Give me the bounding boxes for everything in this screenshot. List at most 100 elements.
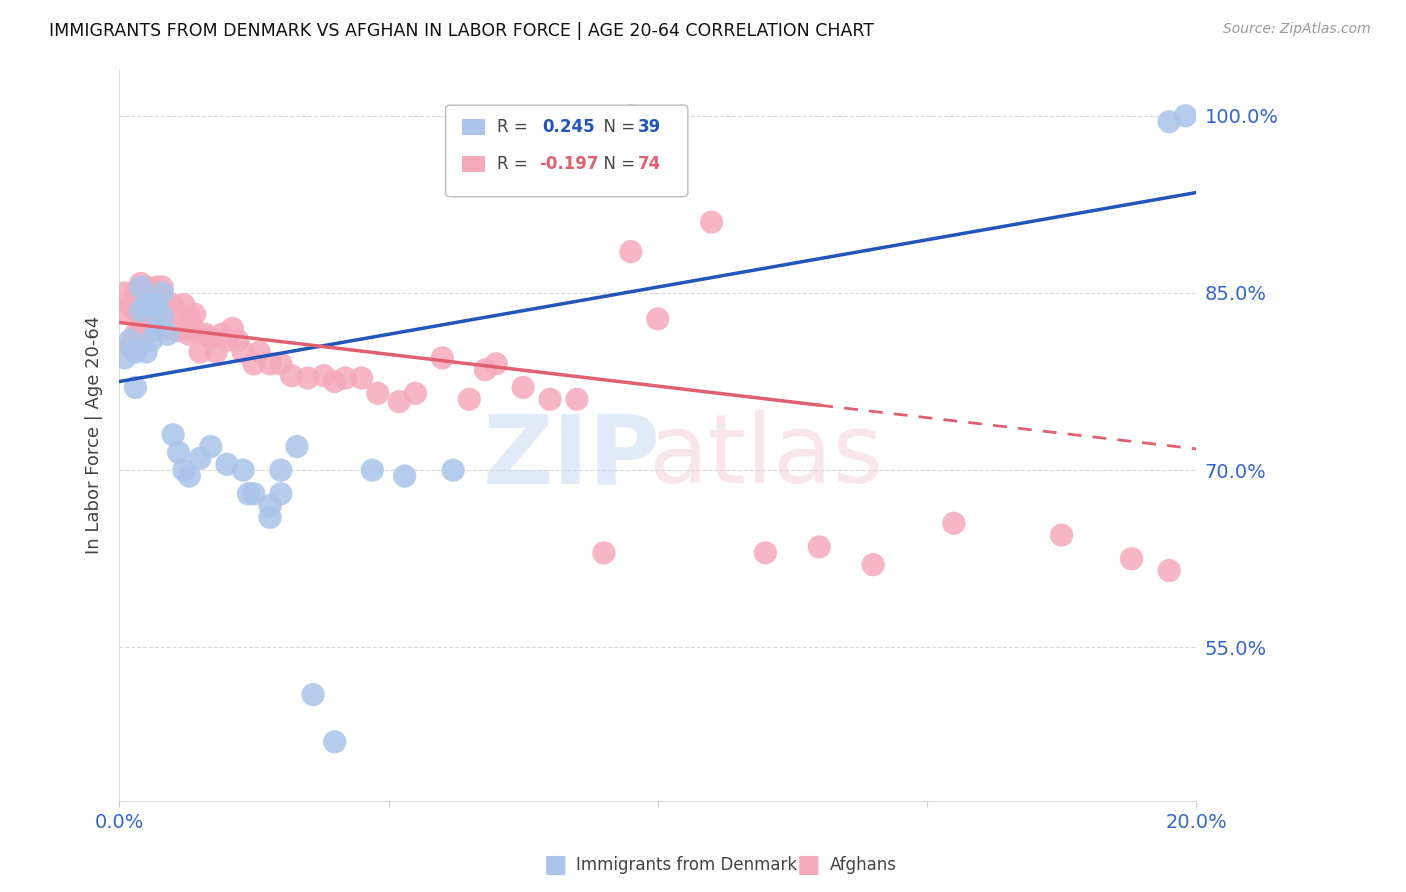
- Point: [179, 327, 201, 342]
- Point: [118, 298, 141, 312]
- Point: [146, 280, 169, 294]
- Text: 74: 74: [638, 154, 662, 173]
- Point: [135, 300, 157, 314]
- Text: Afghans: Afghans: [830, 856, 897, 874]
- Y-axis label: In Labor Force | Age 20-64: In Labor Force | Age 20-64: [86, 316, 103, 554]
- Point: [367, 386, 389, 401]
- Point: [247, 345, 270, 359]
- Point: [1159, 114, 1181, 128]
- Point: [146, 300, 169, 314]
- Point: [173, 321, 195, 335]
- Point: [200, 440, 222, 454]
- Point: [270, 487, 292, 501]
- Point: [200, 331, 222, 345]
- Point: [350, 371, 373, 385]
- Point: [129, 280, 152, 294]
- Point: [141, 288, 163, 302]
- Point: [150, 316, 173, 330]
- Point: [179, 310, 201, 324]
- Point: [215, 333, 238, 347]
- Point: [124, 303, 146, 318]
- Point: [167, 307, 190, 321]
- Text: N =: N =: [593, 118, 641, 136]
- Point: [118, 339, 141, 353]
- Point: [538, 392, 561, 407]
- Point: [297, 371, 319, 385]
- Text: R =: R =: [498, 154, 533, 173]
- Point: [388, 394, 411, 409]
- Point: [232, 463, 254, 477]
- Point: [129, 316, 152, 330]
- Point: [114, 285, 136, 300]
- Point: [179, 469, 201, 483]
- Point: [620, 109, 643, 123]
- Point: [156, 321, 179, 335]
- Point: [114, 351, 136, 365]
- FancyBboxPatch shape: [461, 119, 485, 136]
- Point: [323, 375, 346, 389]
- Point: [441, 463, 464, 477]
- Text: ■: ■: [797, 854, 820, 877]
- Point: [565, 392, 588, 407]
- Text: ■: ■: [544, 854, 567, 877]
- FancyBboxPatch shape: [461, 156, 485, 172]
- Point: [361, 463, 384, 477]
- Point: [124, 345, 146, 359]
- Point: [285, 440, 308, 454]
- FancyBboxPatch shape: [446, 105, 688, 197]
- Point: [188, 345, 211, 359]
- Point: [1050, 528, 1073, 542]
- Point: [458, 392, 481, 407]
- Point: [647, 312, 669, 326]
- Point: [183, 307, 205, 321]
- Text: IMMIGRANTS FROM DENMARK VS AFGHAN IN LABOR FORCE | AGE 20-64 CORRELATION CHART: IMMIGRANTS FROM DENMARK VS AFGHAN IN LAB…: [49, 22, 875, 40]
- Point: [259, 499, 281, 513]
- Point: [1121, 551, 1143, 566]
- Text: R =: R =: [498, 118, 533, 136]
- Point: [474, 363, 496, 377]
- Point: [205, 345, 228, 359]
- Point: [226, 333, 249, 347]
- Point: [211, 327, 233, 342]
- Point: [124, 285, 146, 300]
- Point: [270, 463, 292, 477]
- Point: [146, 321, 169, 335]
- Point: [323, 735, 346, 749]
- Point: [238, 487, 260, 501]
- Text: -0.197: -0.197: [540, 154, 599, 173]
- Point: [259, 357, 281, 371]
- Point: [243, 487, 266, 501]
- Point: [141, 333, 163, 347]
- Text: N =: N =: [593, 154, 641, 173]
- Point: [862, 558, 884, 572]
- Point: [150, 310, 173, 324]
- Point: [280, 368, 302, 383]
- Point: [942, 516, 965, 531]
- Point: [135, 345, 157, 359]
- Point: [404, 386, 426, 401]
- Point: [156, 298, 179, 312]
- Point: [647, 120, 669, 135]
- Point: [620, 244, 643, 259]
- Point: [215, 457, 238, 471]
- Point: [124, 380, 146, 394]
- Point: [167, 324, 190, 338]
- Point: [485, 357, 508, 371]
- Text: Source: ZipAtlas.com: Source: ZipAtlas.com: [1223, 22, 1371, 37]
- Text: 0.245: 0.245: [543, 118, 595, 136]
- Point: [141, 303, 163, 318]
- Text: Immigrants from Denmark: Immigrants from Denmark: [576, 856, 797, 874]
- Point: [188, 451, 211, 466]
- Point: [141, 324, 163, 338]
- Point: [302, 688, 325, 702]
- Point: [150, 300, 173, 314]
- Point: [150, 280, 173, 294]
- Point: [232, 345, 254, 359]
- Point: [1174, 109, 1197, 123]
- Point: [312, 368, 335, 383]
- Point: [243, 357, 266, 371]
- Point: [394, 469, 416, 483]
- Text: ZIP: ZIP: [482, 410, 661, 503]
- Point: [150, 285, 173, 300]
- Point: [512, 380, 534, 394]
